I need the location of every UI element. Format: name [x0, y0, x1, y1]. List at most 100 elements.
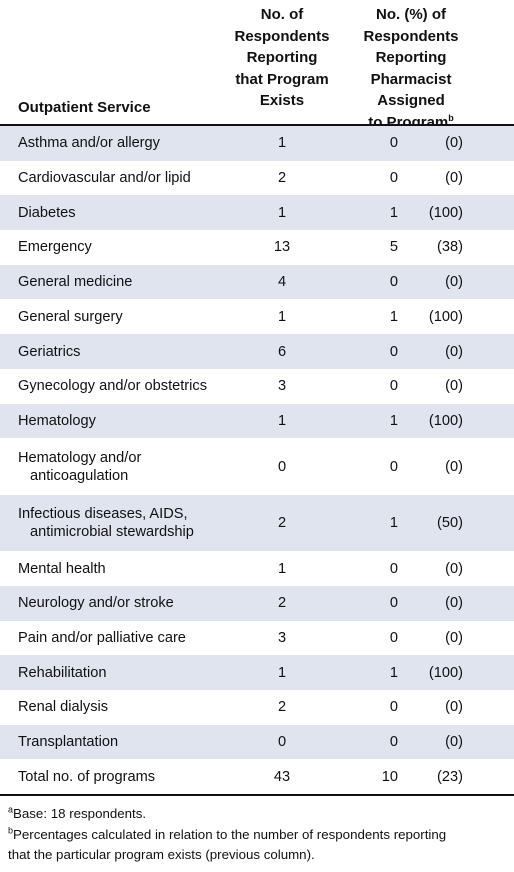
assigned-count: 0	[389, 458, 398, 475]
service-name: Pain and/or palliative care	[18, 630, 186, 647]
table-row: Emergency 13 5 (38)	[0, 230, 514, 265]
service-name: Mental health	[18, 560, 106, 577]
service-name: Rehabilitation	[18, 664, 107, 681]
assigned-percent: (0)	[445, 630, 463, 647]
exists-count: 1	[277, 308, 287, 325]
footnote: aBase: 18 respondents.	[8, 804, 508, 824]
exists-count: 3	[277, 378, 287, 395]
assigned-percent: (0)	[445, 595, 463, 612]
assigned-count: 0	[389, 734, 398, 751]
exists-count: 1	[277, 135, 287, 152]
table-row: Diabetes 1 1 (100)	[0, 195, 514, 231]
assigned-percent: (38)	[437, 239, 463, 256]
exists-count: 1	[277, 412, 287, 429]
exists-count: 3	[277, 630, 287, 647]
assigned-count: 1	[389, 204, 398, 221]
header-assigned-text: No. (%) of Respondents Reporting Pharmac…	[363, 6, 459, 131]
footnote: bPercentages calculated in relation to t…	[8, 825, 508, 865]
exists-count: 2	[277, 699, 287, 716]
footnote-text: Base: 18 respondents.	[13, 806, 147, 822]
bottom-rule	[0, 794, 514, 796]
assigned-percent: (100)	[428, 412, 463, 429]
service-name: Hematology and/or anticoagulation	[18, 449, 142, 484]
exists-count: 13	[273, 239, 291, 256]
footnote-marker: a	[8, 804, 14, 815]
service-name: General surgery	[18, 308, 123, 325]
header-exists: No. of Respondents Reporting that Progra…	[234, 6, 330, 109]
table-row: Hematology and/or anticoagulation 0 0 (0)	[0, 438, 514, 495]
table-row: Gynecology and/or obstetrics 3 0 (0)	[0, 369, 514, 404]
assigned-count: 0	[389, 595, 398, 612]
table-row: Geriatrics 6 0 (0)	[0, 334, 514, 369]
assigned-percent: (100)	[428, 204, 463, 221]
assigned-count: 0	[389, 135, 398, 152]
exists-count: 2	[277, 170, 287, 187]
service-name: Diabetes	[18, 204, 76, 221]
service-name: Neurology and/or stroke	[18, 595, 174, 612]
assigned-count: 0	[389, 699, 398, 716]
assigned-percent: (0)	[445, 135, 463, 152]
assigned-count: 10	[381, 768, 398, 785]
table-row: Pain and/or palliative care 3 0 (0)	[0, 621, 514, 656]
service-name: Cardiovascular and/or lipid	[18, 170, 191, 187]
assigned-count: 5	[389, 239, 398, 256]
assigned-percent: (0)	[445, 699, 463, 716]
service-name: Geriatrics	[18, 343, 81, 360]
assigned-percent: (0)	[445, 378, 463, 395]
exists-count: 6	[277, 343, 287, 360]
header-service: Outpatient Service	[18, 99, 151, 116]
assigned-count: 0	[389, 343, 398, 360]
footnote-text: Percentages calculated in relation to th…	[8, 827, 447, 863]
service-name: Asthma and/or allergy	[18, 135, 160, 152]
assigned-percent: (0)	[445, 734, 463, 751]
header-assigned: No. (%) of Respondents Reporting Pharmac…	[338, 4, 484, 133]
table-row: Renal dialysis 2 0 (0)	[0, 690, 514, 725]
service-name: Gynecology and/or obstetrics	[18, 378, 208, 395]
header-note: b	[448, 112, 454, 123]
table-row: Mental health 1 0 (0)	[0, 551, 514, 586]
service-name: Total no. of programs	[18, 768, 156, 785]
assigned-percent: (100)	[428, 308, 463, 325]
table-row: Hematology 1 1 (100)	[0, 403, 514, 439]
exists-count: 0	[277, 734, 287, 751]
exists-count: 4	[277, 274, 287, 291]
assigned-percent: (50)	[437, 515, 463, 532]
table-row: General surgery 1 1 (100)	[0, 300, 514, 335]
table-row: Transplantation 0 0 (0)	[0, 724, 514, 760]
assigned-count: 0	[389, 378, 398, 395]
assigned-count: 1	[389, 664, 398, 681]
assigned-percent: (0)	[445, 560, 463, 577]
assigned-count: 1	[389, 308, 398, 325]
table-row: Cardiovascular and/or lipid 2 0 (0)	[0, 161, 514, 196]
assigned-percent: (23)	[437, 768, 463, 785]
assigned-percent: (0)	[445, 458, 463, 475]
assigned-count: 1	[389, 412, 398, 429]
table-row: Total no. of programs 43 10 (23)	[0, 760, 514, 795]
exists-count: 0	[277, 458, 287, 475]
table-row: Neurology and/or stroke 2 0 (0)	[0, 586, 514, 621]
assigned-count: 0	[389, 630, 398, 647]
assigned-percent: (100)	[428, 664, 463, 681]
exists-count: 1	[277, 664, 287, 681]
table-row: General medicine 4 0 (0)	[0, 264, 514, 300]
service-name: Infectious diseases, AIDS, antimicrobial…	[18, 506, 194, 541]
assigned-count: 0	[389, 170, 398, 187]
assigned-count: 0	[389, 274, 398, 291]
assigned-percent: (0)	[445, 343, 463, 360]
exists-count: 2	[277, 595, 287, 612]
assigned-percent: (0)	[445, 274, 463, 291]
exists-count: 43	[273, 768, 291, 785]
assigned-percent: (0)	[445, 170, 463, 187]
service-name: Emergency	[18, 239, 92, 256]
table-row: Asthma and/or allergy 1 0 (0)	[0, 126, 514, 161]
header-rule	[0, 124, 514, 126]
assigned-count: 1	[389, 515, 398, 532]
exists-count: 1	[277, 560, 287, 577]
assigned-count: 0	[389, 560, 398, 577]
service-name: Hematology	[18, 412, 96, 429]
exists-count: 1	[277, 204, 287, 221]
service-name: Renal dialysis	[18, 699, 109, 716]
service-name: Transplantation	[18, 734, 119, 751]
exists-count: 2	[277, 515, 287, 532]
